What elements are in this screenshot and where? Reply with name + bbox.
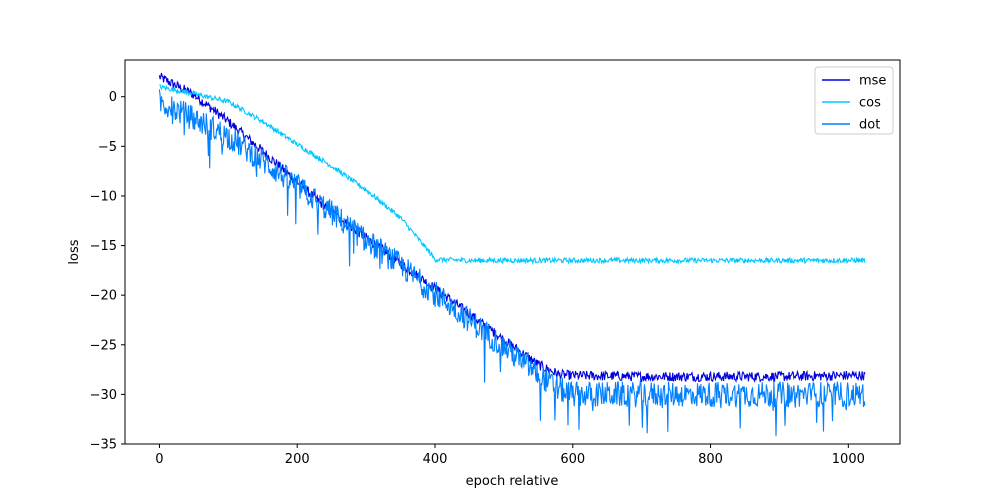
x-tick-label: 0 (155, 452, 163, 467)
y-tick-label: −35 (90, 438, 117, 453)
axes-frame (124, 59, 901, 445)
series-line-dot (158, 89, 866, 437)
y-axis-label: loss (67, 239, 82, 264)
legend: mse cos dot (814, 66, 894, 135)
plot-area (158, 72, 866, 437)
x-tick-label: 200 (285, 452, 310, 467)
y-tick-label: −15 (90, 239, 117, 254)
y-tick-label: −5 (98, 140, 117, 155)
x-tick-label: 600 (560, 452, 585, 467)
legend-label-dot: dot (859, 118, 880, 133)
y-tick-label: −30 (90, 388, 117, 403)
y-tick-label: −25 (90, 338, 117, 353)
legend-label-cos: cos (859, 96, 881, 111)
y-tick-label: 0 (109, 90, 117, 105)
x-tick-label: 400 (423, 452, 448, 467)
x-axis: 0 200 400 600 800 1000 (155, 444, 865, 467)
y-tick-label: −10 (90, 189, 117, 204)
y-axis: −35 −30 −25 −20 −15 −10 −5 0 (90, 90, 125, 453)
x-tick-label: 800 (698, 452, 723, 467)
legend-box (814, 66, 894, 135)
x-tick-label: 1000 (832, 452, 865, 467)
x-axis-label: epoch relative (466, 474, 559, 489)
legend-label-mse: mse (859, 74, 886, 89)
y-tick-label: −20 (90, 289, 117, 304)
series-line-cos (159, 84, 866, 266)
